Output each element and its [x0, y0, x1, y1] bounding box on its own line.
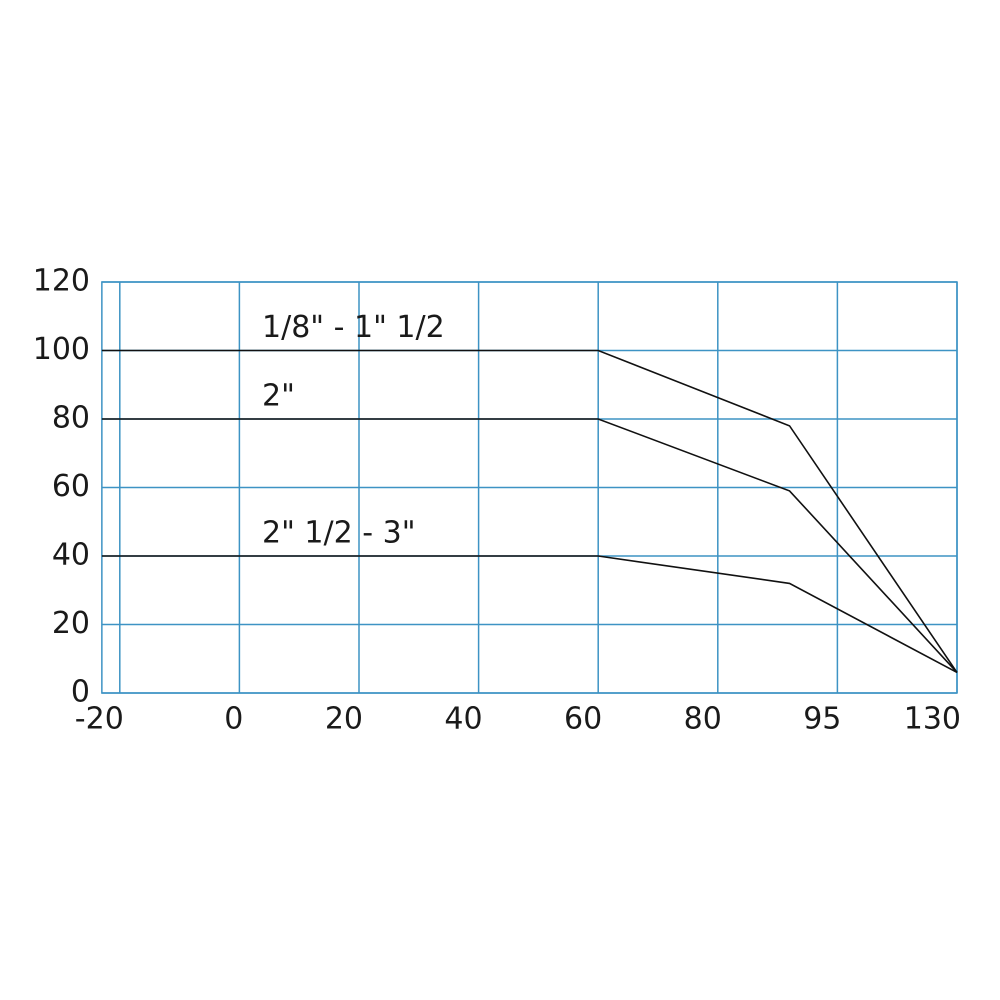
y-tick-label: 100 — [33, 332, 90, 367]
series-line — [101, 555, 958, 674]
x-tick-label: 80 — [684, 702, 722, 737]
series-line — [101, 418, 958, 673]
y-tick-label: 0 — [71, 675, 90, 710]
series-label: 2" 1/2 - 3" — [262, 516, 416, 551]
y-tick-label: 80 — [52, 401, 90, 436]
x-tick-label: 95 — [803, 702, 841, 737]
series-line — [101, 349, 958, 673]
x-tick-label: 130 — [904, 702, 961, 737]
x-tick-label: -20 — [75, 702, 124, 737]
y-tick-label: 40 — [52, 538, 90, 573]
x-tick-label: 0 — [224, 702, 243, 737]
x-tick-label: 60 — [564, 702, 602, 737]
x-tick-label: 20 — [325, 702, 363, 737]
y-tick-label: 20 — [52, 606, 90, 641]
x-tick-label: 40 — [444, 702, 482, 737]
series-label: 1/8" - 1" 1/2 — [262, 310, 445, 345]
y-tick-label: 120 — [33, 264, 90, 299]
series-label: 2" — [262, 379, 295, 414]
y-tick-label: 60 — [52, 469, 90, 504]
